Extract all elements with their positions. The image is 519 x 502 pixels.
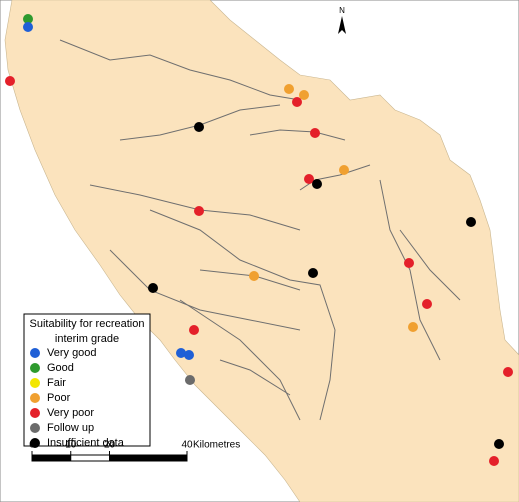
site-marker bbox=[489, 456, 499, 466]
scale-label: 20 bbox=[104, 440, 116, 451]
site-marker bbox=[422, 299, 432, 309]
legend-label: Insufficient data bbox=[47, 437, 125, 449]
legend-swatch bbox=[30, 348, 40, 358]
scale-label: 40 bbox=[181, 440, 193, 451]
site-marker bbox=[194, 122, 204, 132]
site-marker bbox=[5, 76, 15, 86]
scale-label: 10 bbox=[65, 440, 77, 451]
site-marker bbox=[312, 179, 322, 189]
legend-swatch bbox=[30, 423, 40, 433]
scale-unit: Kilometres bbox=[193, 440, 240, 451]
site-marker bbox=[249, 271, 259, 281]
north-arrow: N bbox=[338, 6, 346, 34]
site-markers bbox=[5, 14, 513, 466]
legend-swatch bbox=[30, 393, 40, 403]
land bbox=[4, 0, 519, 502]
site-marker bbox=[494, 439, 504, 449]
legend-title: interim grade bbox=[55, 333, 119, 345]
legend-swatch bbox=[30, 408, 40, 418]
site-marker bbox=[503, 367, 513, 377]
site-marker bbox=[23, 22, 33, 32]
legend-label: Fair bbox=[47, 377, 66, 389]
legend-label: Very poor bbox=[47, 407, 94, 419]
scale-bar: 0 10 20 40 Kilometres bbox=[29, 440, 240, 462]
legend-label: Good bbox=[47, 362, 74, 374]
north-arrow-shape bbox=[338, 16, 346, 34]
legend-items: Very good Good Fair Poor Very poor Follow up I… bbox=[30, 347, 125, 449]
legend-swatch bbox=[30, 438, 40, 448]
site-marker bbox=[148, 283, 158, 293]
legend-title: Suitability for recreation bbox=[30, 318, 145, 330]
scale-segment bbox=[109, 454, 188, 462]
site-marker bbox=[284, 84, 294, 94]
site-marker bbox=[308, 268, 318, 278]
legend-box bbox=[23, 313, 151, 447]
site-marker bbox=[408, 322, 418, 332]
scale-segment bbox=[31, 454, 72, 462]
site-marker bbox=[185, 375, 195, 385]
legend-label: Very good bbox=[47, 347, 97, 359]
site-marker bbox=[404, 258, 414, 268]
site-marker bbox=[194, 206, 204, 216]
legend-swatch bbox=[30, 378, 40, 388]
site-marker bbox=[176, 348, 186, 358]
north-label: N bbox=[339, 6, 345, 15]
site-marker bbox=[310, 128, 320, 138]
legend-label: Follow up bbox=[47, 422, 94, 434]
site-marker bbox=[292, 97, 302, 107]
site-marker bbox=[339, 165, 349, 175]
legend-swatch bbox=[30, 363, 40, 373]
site-marker bbox=[23, 14, 33, 24]
site-marker bbox=[189, 325, 199, 335]
legend-label: Poor bbox=[47, 392, 71, 404]
site-marker bbox=[299, 90, 309, 100]
scale-label: 0 bbox=[29, 440, 35, 451]
site-marker bbox=[304, 174, 314, 184]
site-marker bbox=[184, 350, 194, 360]
scale-segment bbox=[70, 454, 110, 462]
site-marker bbox=[466, 217, 476, 227]
